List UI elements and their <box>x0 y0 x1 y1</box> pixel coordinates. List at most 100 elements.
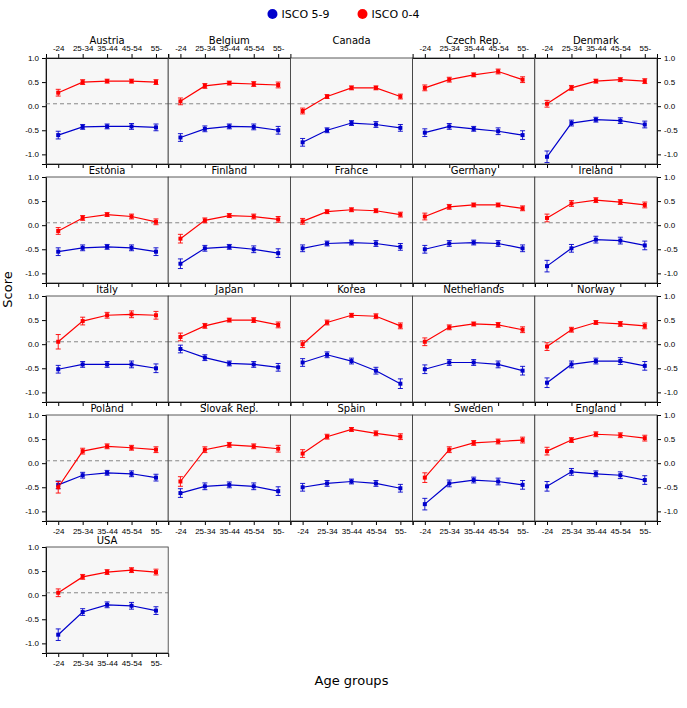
point <box>569 362 573 366</box>
point <box>569 202 573 206</box>
panel: -1.0-0.50.00.51.0Ireland <box>535 165 679 287</box>
error-bar <box>129 245 134 251</box>
y-tick: 0.5 <box>657 435 676 444</box>
x-tick-mark <box>58 164 59 168</box>
error-bar <box>227 124 232 129</box>
point <box>105 444 109 448</box>
panel-title: Austria <box>89 35 124 46</box>
error-bar <box>496 128 501 135</box>
point <box>423 131 427 135</box>
y-tick-mark <box>657 487 661 488</box>
x-tick <box>327 402 328 406</box>
y-tick-label: 0.5 <box>28 197 40 206</box>
point <box>496 69 500 73</box>
x-tick-label: 35-44 <box>220 527 241 536</box>
x-tick-mark <box>547 54 548 58</box>
error-bar <box>56 335 61 349</box>
y-tick-label: 0.5 <box>664 316 676 325</box>
y-tick-mark <box>657 106 661 107</box>
point <box>618 78 622 82</box>
x-tick-label: -24 <box>542 527 554 536</box>
y-tick-label: 0.0 <box>28 591 40 600</box>
error-bar <box>545 378 550 388</box>
error-bar <box>178 134 183 142</box>
point <box>350 208 354 212</box>
error-bar <box>300 108 305 114</box>
panel: -2425-3435-4445-5455--1.0-0.50.00.51.0US… <box>25 535 168 668</box>
error-bar <box>520 131 525 140</box>
error-bar <box>129 214 134 219</box>
x-tick-mark <box>425 164 426 168</box>
x-tick-mark <box>523 54 524 58</box>
point <box>618 239 622 243</box>
point <box>350 313 354 317</box>
x-tick-mark <box>547 164 548 168</box>
point <box>56 250 60 254</box>
error-bar <box>56 228 61 235</box>
panel-title: Canada <box>332 35 370 46</box>
error-bar <box>618 237 623 244</box>
x-tick: -24 <box>53 653 65 668</box>
point <box>643 436 647 440</box>
x-tick: 55- <box>639 521 651 536</box>
x-tick <box>498 402 499 406</box>
point <box>154 80 158 84</box>
point <box>472 478 476 482</box>
error-bar <box>593 358 598 364</box>
error-bar <box>373 122 378 128</box>
y-tick: -0.5 <box>25 483 46 492</box>
plot-area <box>535 432 657 491</box>
x-tick: 25-34 <box>195 44 216 58</box>
plot-area <box>413 437 535 510</box>
error-bar <box>105 213 110 217</box>
panel-background <box>535 177 657 283</box>
x-tick-mark <box>107 54 108 58</box>
point <box>545 381 549 385</box>
error-bar <box>276 363 281 371</box>
x-tick-mark <box>254 54 255 58</box>
point <box>325 241 329 245</box>
panel-background <box>413 415 535 521</box>
panel-title: Slovak Rep. <box>200 403 258 414</box>
panel-background <box>290 58 412 164</box>
error-bar <box>618 78 623 82</box>
error-bar <box>447 480 452 487</box>
x-tick-mark <box>180 402 181 406</box>
x-tick <box>132 164 133 168</box>
point <box>252 362 256 366</box>
error-bar <box>569 120 574 126</box>
error-bar <box>422 85 427 91</box>
error-bar <box>129 361 134 368</box>
series-line <box>180 320 278 337</box>
point <box>203 127 207 131</box>
point <box>252 444 256 448</box>
point <box>154 448 158 452</box>
point <box>423 86 427 90</box>
point <box>81 473 85 477</box>
point <box>276 251 280 255</box>
y-tick: -0.5 <box>25 126 46 135</box>
point <box>643 79 647 83</box>
error-bar <box>593 198 598 203</box>
x-tick <box>278 164 279 168</box>
error-bar <box>129 602 134 609</box>
x-tick-label: 25-34 <box>73 527 94 536</box>
x-tick-mark <box>645 402 646 406</box>
point <box>276 217 280 221</box>
panel-title: Czech Rep. <box>446 35 502 46</box>
x-tick <box>156 283 157 287</box>
reference-line <box>168 222 290 223</box>
series-line <box>303 88 401 111</box>
error-bar <box>642 202 647 208</box>
y-tick-label: -0.5 <box>25 245 39 254</box>
error-bar <box>227 482 232 488</box>
point <box>130 568 134 572</box>
x-tick-mark <box>571 283 572 287</box>
x-tick-mark <box>620 402 621 406</box>
error-bar <box>325 481 330 487</box>
x-tick-mark <box>83 402 84 406</box>
error-bar <box>373 481 378 487</box>
point <box>130 246 134 250</box>
point <box>325 95 329 99</box>
x-tick-label: -24 <box>175 527 187 536</box>
